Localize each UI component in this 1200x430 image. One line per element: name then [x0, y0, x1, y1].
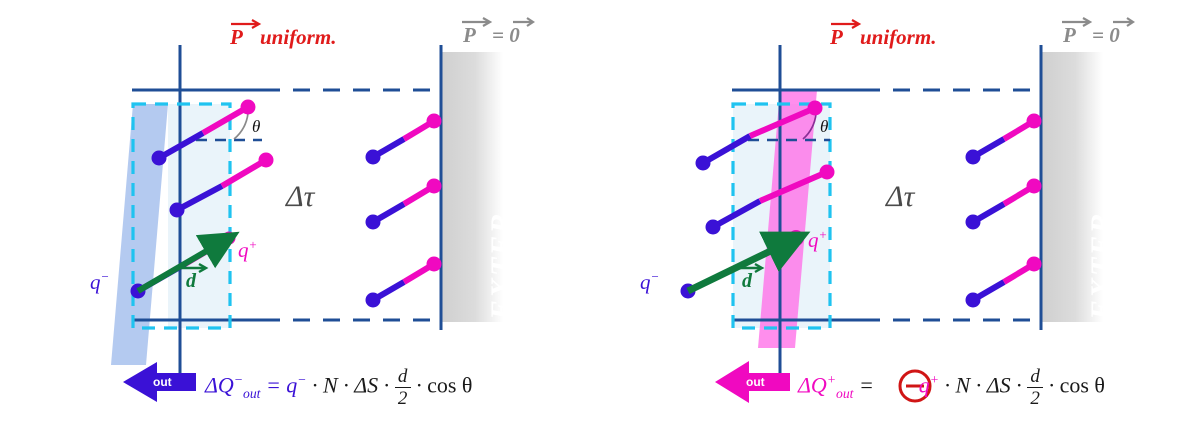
p-zero-text: = 0 [492, 23, 520, 47]
exterior-region-band [1041, 52, 1103, 322]
dipole-icon [365, 178, 442, 230]
charge-negative-label: q− [90, 270, 109, 293]
formula-dot-2: · [343, 372, 349, 398]
formula-dot-4: · [416, 372, 422, 398]
formula-equals: = [858, 372, 874, 398]
formula-lhs-sup: + [826, 372, 837, 388]
formula-term-q-sup: − [297, 372, 307, 388]
panel-right-canvas [680, 17, 1135, 403]
displacement-vector-arrow [686, 231, 811, 295]
formula-frac-bar [1027, 387, 1044, 388]
bound-charge-slab-fill [758, 90, 817, 348]
q-minus-letter: q [90, 270, 101, 294]
dipole-icon [965, 113, 1042, 165]
formula-dot-3: · [1016, 372, 1022, 398]
d-vector-bar [180, 262, 209, 274]
dipole-icon [705, 164, 835, 235]
dipole-icon [965, 178, 1042, 230]
formula-cos-theta: cos θ [1059, 372, 1105, 398]
exterior-label: EXTER. [1085, 202, 1118, 320]
charge-positive-label: q+ [238, 238, 257, 261]
formula-lhs-sup: − [233, 372, 244, 388]
p-zero-symbol: P [463, 23, 476, 47]
q-minus-sign: − [100, 269, 110, 284]
bound-charge-slab-fill [111, 104, 168, 365]
left-block-arrow-icon [123, 362, 196, 402]
dipole-icon [169, 152, 274, 218]
out-badge-label: out [746, 375, 765, 389]
p-uniform-symbol: P [830, 25, 843, 49]
p-zero-text: = 0 [1092, 23, 1120, 47]
panel-left-canvas [111, 17, 535, 402]
circled-minus-icon [898, 369, 932, 403]
exterior-region-band [441, 52, 503, 322]
out-badge-label: out [153, 375, 172, 389]
formula-dot-3: · [383, 372, 390, 398]
formula-lhs-sub: out [243, 385, 261, 401]
formula-dot-4: · [1048, 372, 1055, 398]
exterior-label: EXTER. [485, 202, 518, 320]
dipole-icon [695, 100, 823, 171]
formula-term-q-sup: + [929, 372, 939, 388]
q-plus-sign: + [818, 227, 828, 242]
displacement-label: d [742, 270, 752, 292]
dipole-icon [365, 113, 442, 165]
formula-dot-1: · [944, 372, 951, 398]
formula-term-ds: ΔS [986, 372, 1011, 398]
charge-negative-label: q− [640, 270, 659, 293]
p-uniform-text: uniform. [860, 25, 937, 49]
formula-term-n: N [323, 372, 338, 398]
p-uniform-symbol: P [230, 25, 243, 49]
p-zero-vector-bar [1062, 17, 1135, 27]
q-minus-sign: − [650, 269, 660, 284]
q-plus-sign: + [248, 237, 258, 252]
formula-lhs-sub: out [836, 385, 854, 401]
p-zero-vector-bar [462, 17, 535, 27]
dipole-icon [365, 256, 442, 308]
displacement-label: d [186, 270, 196, 292]
p-uniform-vector-bar [231, 19, 262, 29]
formula-dot-2: · [975, 372, 982, 398]
p-zero-symbol: P [1063, 23, 1076, 47]
dipole-icon [151, 99, 256, 166]
volume-label: Δτ [286, 180, 315, 213]
displacement-vector-arrow [136, 231, 240, 294]
formula-frac-numerator: d [397, 366, 408, 387]
p-uniform-vector-bar [831, 19, 862, 29]
dipole-icon [965, 256, 1042, 308]
formula-equals: = [265, 372, 281, 398]
p-uniform-text: uniform. [260, 25, 337, 49]
formula-frac-numerator: d [1030, 366, 1040, 387]
formula-frac-denominator: 2 [1030, 388, 1040, 409]
panel-positive-charge: EXTER. P uniform. P = 0 Δτ θ q− q+ d out… [600, 0, 1200, 430]
formula-term-n: N [955, 372, 971, 398]
gaussian-pillbox [131, 102, 232, 330]
panel-negative-charge: EXTER. P uniform. P = 0 Δτ θ q− q+ d out… [90, 17, 535, 408]
q-minus-letter: q [640, 270, 651, 294]
formula-dot-1: · [312, 372, 318, 398]
q-plus-letter: q [808, 228, 819, 252]
d-vector-bar [736, 262, 765, 274]
formula-lhs: ΔQ [798, 372, 827, 398]
formula-term-q: q [286, 372, 298, 398]
theta-label: θ [820, 117, 829, 136]
q-plus-letter: q [238, 238, 249, 262]
formula-term-q: q [918, 372, 930, 398]
charge-positive-label: q+ [808, 228, 827, 251]
formula-lhs: ΔQ [205, 372, 234, 398]
formula-term-ds: ΔS [354, 372, 379, 398]
formula-cos-theta: cos θ [427, 372, 473, 398]
left-block-arrow-icon [715, 361, 790, 403]
formula-frac-bar [394, 387, 411, 388]
formula-frac-denominator: 2 [397, 388, 408, 409]
theta-label: θ [252, 117, 261, 136]
volume-label: Δτ [886, 180, 915, 213]
